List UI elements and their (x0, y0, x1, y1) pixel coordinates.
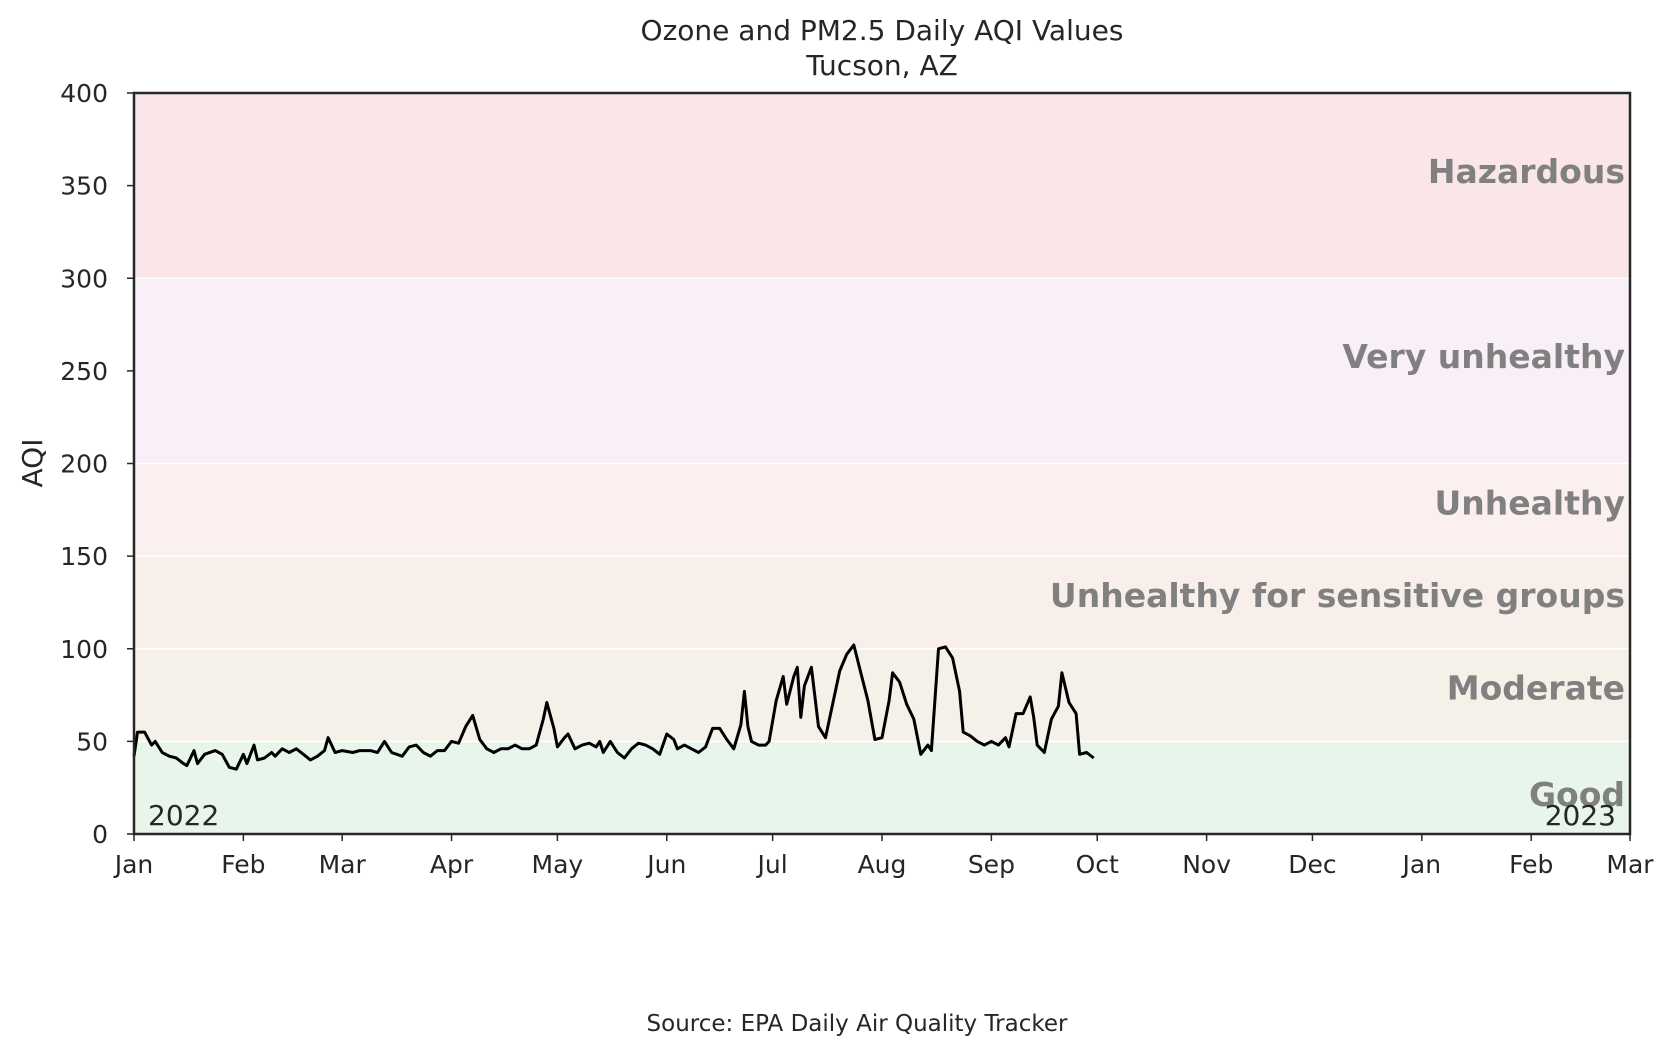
x-tick-label: Jan (113, 850, 154, 879)
x-tick-label: Nov (1182, 850, 1231, 879)
band-unhealthy (134, 463, 1630, 557)
x-tick-label: Mar (319, 850, 367, 879)
band-unhealthy-for-sensitive-groups (134, 556, 1630, 649)
series-layer (132, 643, 1095, 771)
band-label-moderate: Moderate (1447, 669, 1625, 708)
x-axis: Jan Feb Mar Apr May Jun Jul Aug Sep Oct Nov Dec Jan F… (113, 834, 1654, 879)
year-label-2023: 2023 (1545, 799, 1616, 832)
y-tick-label: 250 (60, 357, 108, 386)
year-labels: 2022 2023 (148, 799, 1616, 832)
y-tick-label: 350 (60, 172, 108, 201)
chart-subtitle: Tucson, AZ (805, 49, 958, 82)
aqi-bands (134, 93, 1630, 834)
x-tick-label: May (532, 850, 584, 879)
series-line-1 (132, 643, 1095, 771)
band-label-very-unhealthy: Very unhealthy (1342, 337, 1625, 376)
y-tick-label: 150 (60, 542, 108, 571)
band-very-unhealthy (134, 278, 1630, 464)
chart-title: Ozone and PM2.5 Daily AQI Values (641, 14, 1124, 47)
x-tick-label: Mar (1606, 850, 1654, 879)
x-tick-label: Jul (756, 850, 788, 879)
band-label-hazardous: Hazardous (1428, 152, 1625, 191)
x-tick-label: Aug (858, 850, 907, 879)
x-tick-label: Jan (1401, 850, 1442, 879)
x-tick-label: Jun (645, 850, 686, 879)
y-tick-label: 400 (60, 79, 108, 108)
aqi-band-labels: Good Moderate Unhealthy for sensitive grou… (1050, 152, 1625, 814)
y-axis: 0 50 100 150 200 250 300 350 400 (60, 79, 134, 849)
band-label-unhealthy-for-sensitive-groups: Unhealthy for sensitive groups (1050, 576, 1625, 615)
x-tick-label: Sep (968, 850, 1015, 879)
y-tick-label: 100 (60, 635, 108, 664)
band-label-good: Good (1529, 775, 1625, 814)
source-note: Source: EPA Daily Air Quality Tracker (647, 1011, 1068, 1037)
x-tick-label: Feb (1509, 850, 1553, 879)
x-tick-label: Apr (430, 850, 474, 879)
x-tick-label: Oct (1076, 850, 1119, 879)
band-label-unhealthy: Unhealthy (1434, 483, 1625, 522)
y-axis-label: AQI (16, 439, 49, 488)
x-tick-label: Feb (221, 850, 265, 879)
y-tick-label: 200 (60, 450, 108, 479)
y-tick-label: 0 (92, 820, 108, 849)
y-tick-label: 300 (60, 264, 108, 293)
year-label-2022: 2022 (148, 799, 219, 832)
y-tick-label: 50 (76, 727, 108, 756)
band-good (134, 741, 1630, 834)
band-hazardous (134, 93, 1630, 279)
band-moderate (134, 648, 1630, 742)
x-tick-label: Dec (1288, 850, 1336, 879)
